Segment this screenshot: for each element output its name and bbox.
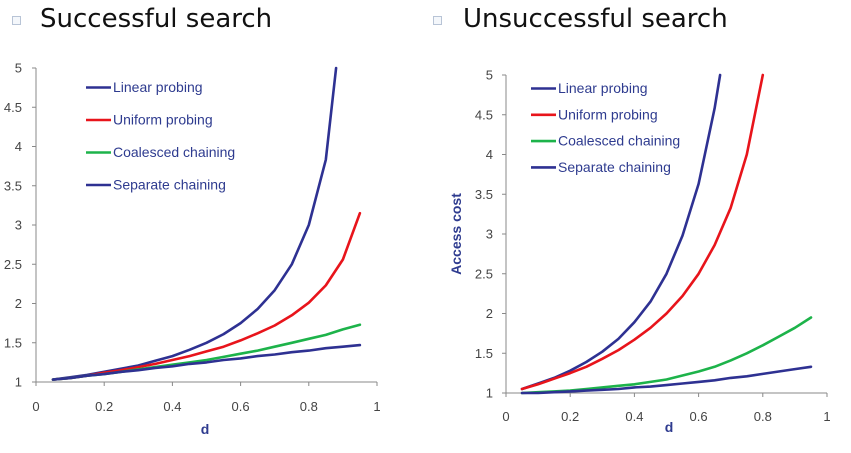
left-x-tick-label: 0.8 — [300, 399, 318, 414]
right-legend-label-separate-chaining: Separate chaining — [558, 159, 671, 175]
right-series-coalesced-chaining — [520, 316, 813, 395]
left-y-tick-label: 5 — [15, 61, 22, 76]
right-legend-label-coalesced-chaining: Coalesced chaining — [558, 133, 680, 149]
left-y-tick-label: 4 — [15, 139, 22, 154]
left-panel-title: Successful search — [40, 4, 273, 34]
left-x-tick-label: 1 — [373, 399, 380, 414]
left-series-uniform-probing — [51, 211, 362, 381]
right-legend-label-uniform-probing: Uniform probing — [558, 106, 658, 122]
left-y-tick-label: 1 — [15, 375, 22, 390]
right-y-tick-label: 3 — [486, 227, 493, 242]
left-y-tick-label: 4.5 — [4, 100, 22, 115]
right-y-tick-label: 1 — [486, 386, 493, 401]
left-legend-label-coalesced-chaining: Coalesced chaining — [113, 144, 235, 160]
right-x-tick-label: 0 — [502, 409, 509, 424]
left-legend-label-linear-probing: Linear probing — [113, 79, 203, 95]
right-panel-title: Unsuccessful search — [463, 4, 728, 34]
right-x-tick-label: 0.8 — [754, 409, 772, 424]
right-x-tick-label: 0.4 — [625, 409, 643, 424]
left-series-separate-chaining — [51, 343, 362, 381]
right-y-axis-label: Access cost — [448, 193, 464, 275]
left-x-tick-label: 0.4 — [163, 399, 181, 414]
right-legend-label-linear-probing: Linear probing — [558, 80, 648, 96]
right-series-separate-chaining — [520, 365, 813, 395]
right-y-tick-label: 2 — [486, 306, 493, 321]
left-x-tick-label: 0.2 — [95, 399, 113, 414]
right-y-tick-label: 1.5 — [475, 346, 493, 361]
left-y-tick-label: 3 — [15, 218, 22, 233]
right-y-tick-label: 3.5 — [475, 187, 493, 202]
right-y-tick-label: 5 — [486, 68, 493, 83]
left-legend-label-separate-chaining: Separate chaining — [113, 177, 226, 193]
right-series-uniform-probing — [520, 73, 765, 391]
right-x-axis-label: d — [665, 419, 674, 435]
left-x-tick-label: 0.6 — [232, 399, 250, 414]
left-x-tick-label: 0 — [32, 399, 39, 414]
left-y-tick-label: 1.5 — [4, 335, 22, 350]
left-y-tick-label: 3.5 — [4, 178, 22, 193]
right-y-tick-label: 4 — [486, 147, 493, 162]
right-x-tick-label: 0.6 — [690, 409, 708, 424]
right-title-bullet-icon — [433, 16, 442, 25]
left-title-bullet-icon — [12, 16, 21, 25]
left-x-axis-label: d — [201, 421, 210, 437]
right-x-tick-label: 0.2 — [561, 409, 579, 424]
right-x-tick-label: 1 — [823, 409, 830, 424]
left-legend-label-uniform-probing: Uniform probing — [113, 112, 213, 128]
right-y-tick-label: 2.5 — [475, 266, 493, 281]
left-y-tick-label: 2 — [15, 296, 22, 311]
right-y-tick-label: 4.5 — [475, 107, 493, 122]
left-y-tick-label: 2.5 — [4, 257, 22, 272]
